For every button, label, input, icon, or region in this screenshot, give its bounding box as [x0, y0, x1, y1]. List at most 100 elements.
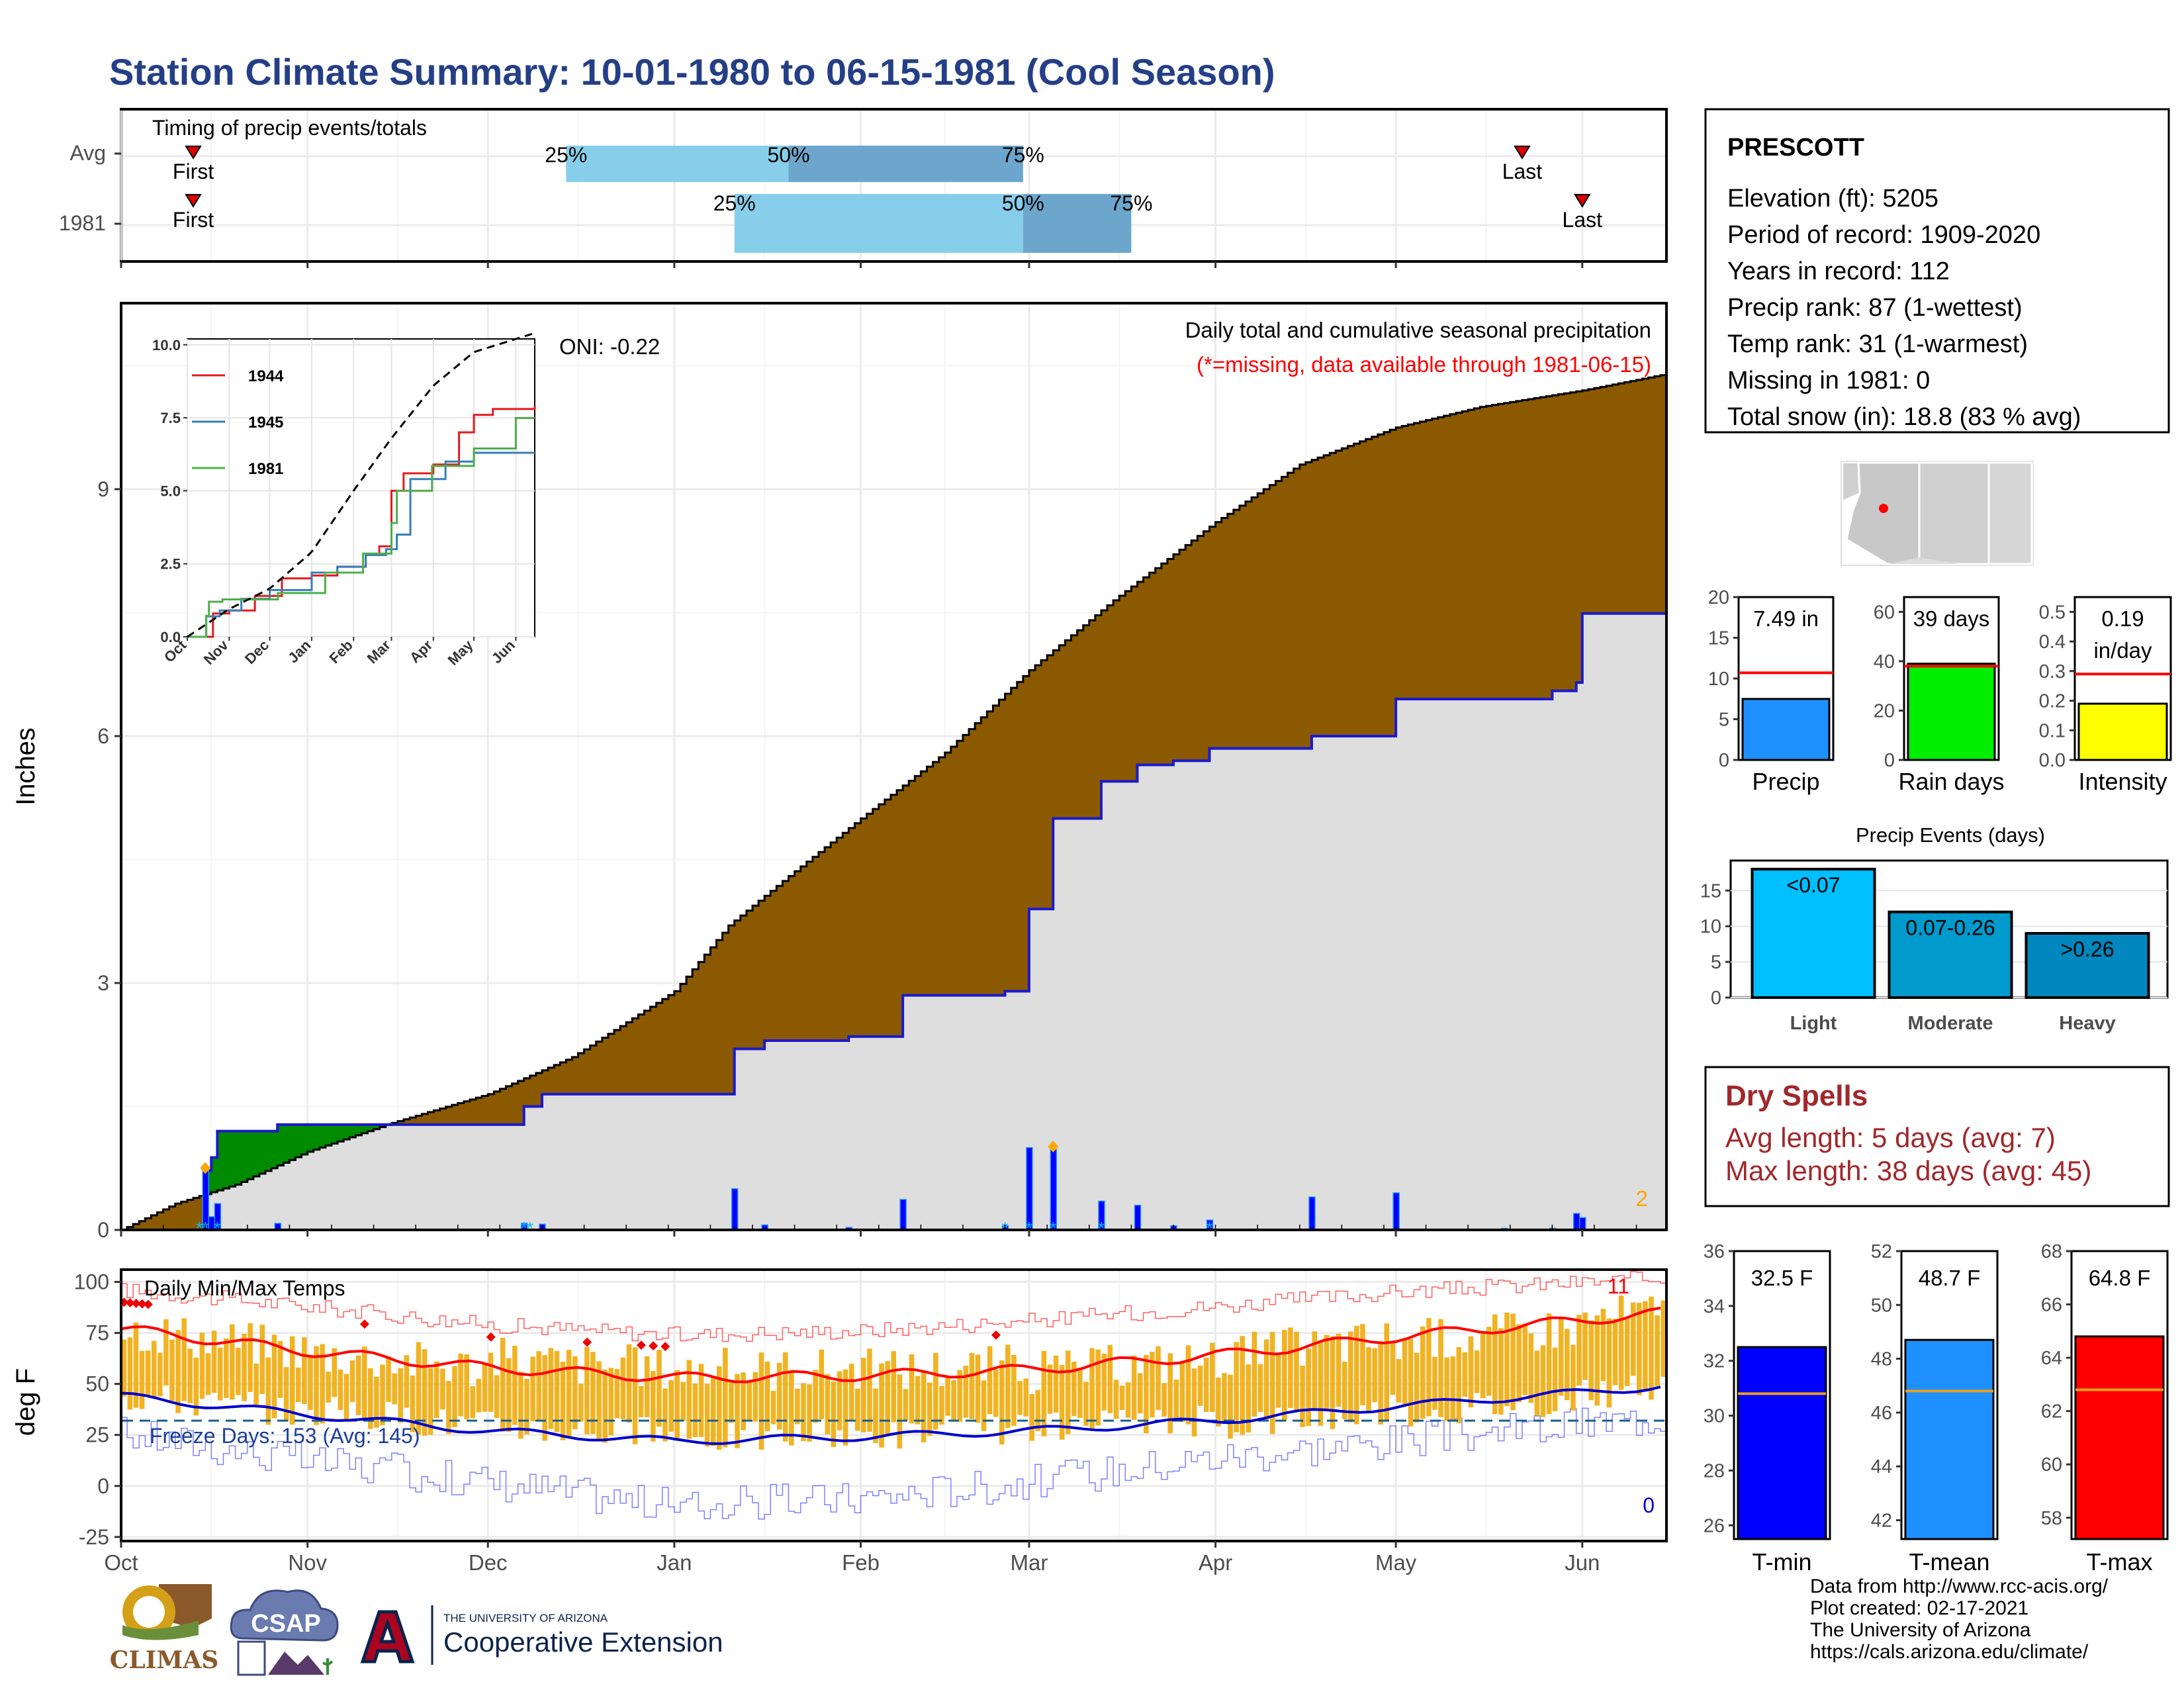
- daily-temp-bar: [729, 1382, 734, 1423]
- daily-temp-bar: [1144, 1354, 1149, 1434]
- mini-panel-label: Precip: [1752, 768, 1819, 795]
- daily-temp-bar: [1294, 1332, 1299, 1411]
- mini-panel-y-tick-label: 15: [1708, 628, 1729, 649]
- daily-temp-bar: [512, 1346, 518, 1425]
- timing-avg-iqr-upper: [788, 146, 1023, 182]
- daily-temp-bar: [1534, 1350, 1540, 1416]
- mini-panel-y-tick-label: 0: [1884, 750, 1895, 771]
- daily-temp-bar: [1011, 1354, 1017, 1426]
- station-info-line: Period of record: 1909-2020: [1727, 221, 2040, 249]
- x-axis-month-label: Dec: [469, 1550, 508, 1575]
- timing-avg-last-marker: [1514, 146, 1531, 160]
- daily-temp-bar: [127, 1337, 133, 1410]
- daily-temp-bar: [277, 1340, 283, 1398]
- timing-avg-p75-label: 75%: [1002, 143, 1044, 167]
- daily-temp-bar: [548, 1348, 554, 1429]
- daily-temp-bar: [1083, 1382, 1089, 1426]
- daily-temp-bar: [1606, 1318, 1612, 1408]
- daily-temp-bar: [933, 1352, 938, 1430]
- avg-cumulative-line: [121, 373, 1668, 1231]
- daily-temp-bar: [1125, 1382, 1131, 1418]
- daily-temp-bar: [1643, 1301, 1648, 1391]
- daily-temp-bar: [1594, 1315, 1600, 1406]
- daily-temp-bar: [1240, 1336, 1246, 1435]
- daily-temp-bar: [1257, 1364, 1263, 1413]
- temp-mini-y-tick-label: 30: [1704, 1406, 1725, 1427]
- ua-cooperative-extension: Cooperative Extension: [443, 1626, 723, 1658]
- timing-label: Timing of precip events/totals: [152, 116, 427, 140]
- daily-temp-bar: [848, 1364, 854, 1421]
- daily-temp-bar: [308, 1354, 313, 1411]
- daily-temp-bar: [1360, 1324, 1365, 1405]
- daily-temp-bar: [500, 1338, 506, 1432]
- csap-cloud: [230, 1589, 339, 1642]
- station-frame: [1704, 108, 2170, 434]
- timing-1981-p50-label: 50%: [1002, 191, 1044, 215]
- daily-temp-bar: [735, 1374, 740, 1448]
- mini-panel-y-tick-label: 0.1: [2039, 720, 2066, 741]
- temp-mini-value-text: 64.8 F: [2089, 1266, 2151, 1290]
- inset-line-1981: [187, 417, 535, 638]
- temp-mini-y-tick-label: 34: [1704, 1296, 1725, 1317]
- daily-temp-bar: [169, 1339, 175, 1401]
- dry-spells-title: Dry Spells: [1725, 1080, 1868, 1112]
- daily-temp-bar: [758, 1352, 764, 1450]
- timing-1981-first-marker: [185, 194, 202, 208]
- daily-temp-bar: [1402, 1339, 1408, 1407]
- temp-mini-label: T-max: [2086, 1548, 2152, 1575]
- mini-panel-y-tick-label: 0.2: [2039, 691, 2066, 712]
- daily-temp-bar: [1468, 1336, 1474, 1408]
- daily-temp-bar: [1390, 1341, 1396, 1395]
- daily-temp-bar: [1156, 1346, 1161, 1410]
- daily-precip-bar: [1392, 1192, 1400, 1231]
- daily-temp-bar: [590, 1352, 596, 1434]
- mini-panel-y-tick-label: 0.5: [2039, 602, 2066, 623]
- precip-summary-panels: 0 5 10 15 20 7.49 in Precip 0 20 40 60 39 days Rain …: [1708, 587, 2172, 795]
- daily-temp-bar: [1077, 1369, 1083, 1418]
- precip-chart-subtitle: (*=missing, data available through 1981-…: [1197, 352, 1651, 377]
- daily-temp-bar: [386, 1356, 391, 1402]
- daily-temp-bar: [205, 1353, 211, 1395]
- temp-chart-title: Daily Min/Max Temps: [144, 1276, 345, 1300]
- daily-temp-bar: [1516, 1324, 1522, 1403]
- record-low-line: [121, 1407, 1667, 1520]
- daily-temp-bar: [242, 1333, 247, 1401]
- daily-temp-bar: [807, 1384, 812, 1442]
- daily-temp-bar: [1384, 1323, 1390, 1421]
- daily-temp-bar: [1655, 1315, 1660, 1387]
- inset-y-tick-label: 2.5: [160, 556, 181, 573]
- temp-mini-value-text: 48.7 F: [1919, 1266, 1981, 1290]
- timing-row-avg: Avg: [69, 141, 106, 165]
- csap-logo: CSAP: [230, 1589, 339, 1676]
- daily-temp-bar: [1637, 1303, 1642, 1395]
- mini-panel-value-text: 0.19: [2101, 606, 2144, 631]
- daily-precip-bar: [1308, 1196, 1316, 1231]
- csap-wordmark: CSAP: [251, 1610, 321, 1638]
- daily-temp-bar: [795, 1388, 800, 1425]
- precip-y-label: Inches: [11, 727, 40, 806]
- daily-temp-bar: [494, 1375, 500, 1418]
- daily-temp-bar: [1570, 1344, 1576, 1411]
- inset-frame: [187, 338, 535, 637]
- precip-y-tick-label: 6: [97, 724, 109, 748]
- daily-temp-bar: [145, 1350, 151, 1396]
- mini-panel-label: Intensity: [2078, 768, 2167, 795]
- daily-temp-bar: [584, 1346, 590, 1434]
- temp-mini-y-tick-label: 68: [2041, 1241, 2062, 1262]
- daily-temp-bar: [181, 1318, 187, 1401]
- daily-temp-bar: [1372, 1348, 1377, 1403]
- daily-temp-bar: [1414, 1352, 1420, 1423]
- record-high-marker: [131, 1298, 141, 1308]
- temp-mini-y-tick-label: 26: [1704, 1515, 1725, 1536]
- events-y-tick-label: 5: [1711, 952, 1721, 973]
- daily-temp-bar: [1342, 1362, 1347, 1419]
- timing-avg-first-marker: [185, 146, 202, 160]
- timing-1981-p25-label: 25%: [713, 191, 756, 215]
- daily-temp-bar: [289, 1336, 295, 1425]
- snow-marker: [200, 1162, 211, 1174]
- daily-temp-bar: [236, 1348, 241, 1395]
- record-high-marker: [143, 1299, 153, 1309]
- daily-temp-bar: [1522, 1323, 1528, 1395]
- daily-temp-bar: [488, 1352, 494, 1412]
